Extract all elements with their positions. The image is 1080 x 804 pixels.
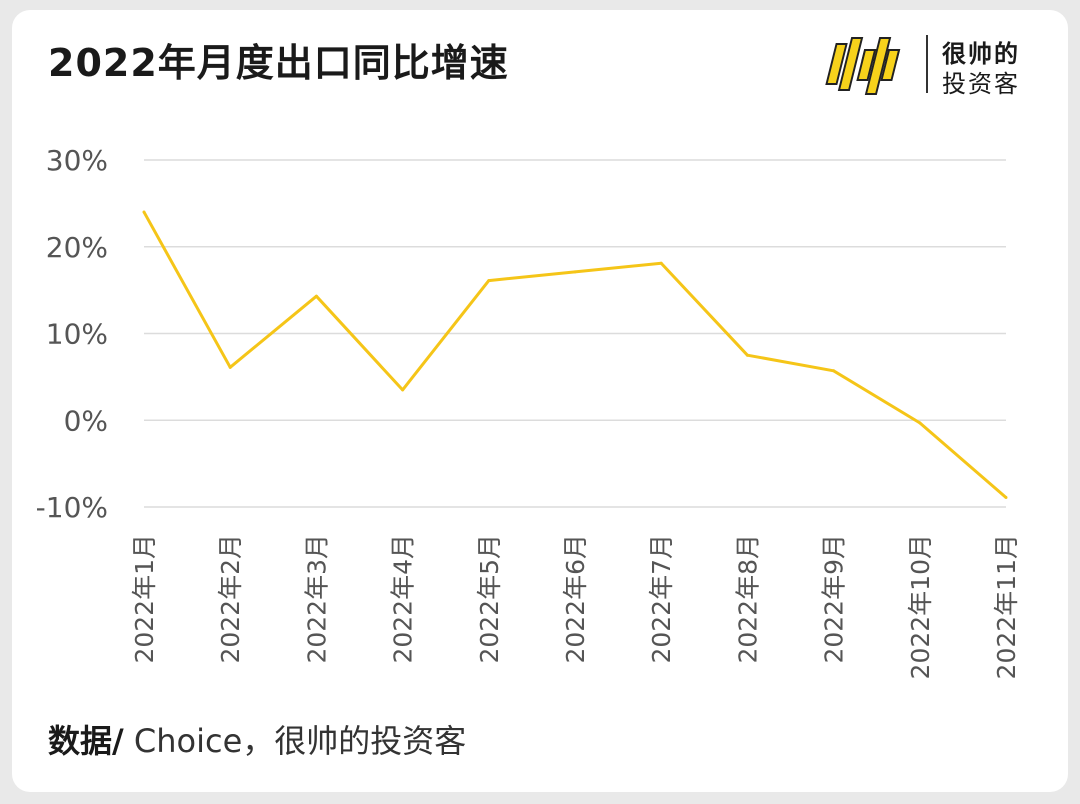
data-point	[918, 421, 922, 425]
source-text: Choice，很帅的投资客	[123, 722, 467, 760]
chart-title: 2022年月度出口同比增速	[48, 41, 509, 85]
x-tick-labels: 2022年1月 2022年2月 2022年3月 2022年4月 2022年5月 2022年…	[130, 534, 1021, 679]
y-tick-label: -10%	[36, 491, 108, 524]
series-line	[142, 211, 1007, 499]
x-tick-label: 2022年5月	[475, 534, 504, 664]
y-tick-label: 30%	[46, 144, 108, 177]
series-line-group	[142, 210, 1008, 499]
y-tick-label: 20%	[46, 231, 108, 264]
x-tick-label: 2022年10月	[906, 534, 935, 679]
x-tick-label: 2022年8月	[733, 534, 762, 664]
data-point	[142, 210, 146, 214]
data-point	[228, 365, 232, 369]
x-tick-label: 2022年9月	[820, 534, 849, 664]
x-tick-label: 2022年11月	[992, 534, 1021, 679]
x-tick-label: 2022年4月	[389, 534, 418, 664]
data-point	[745, 353, 749, 357]
source-label: 数据/	[48, 722, 124, 760]
logo-text-line1: 很帅的	[942, 40, 1020, 68]
data-point	[659, 261, 663, 265]
logo-text-line2: 投资客	[942, 70, 1020, 98]
data-point	[832, 369, 836, 373]
y-tick-label: 10%	[46, 318, 108, 351]
data-point	[401, 388, 405, 392]
source-note: 数据/ Choice，很帅的投资客	[48, 716, 466, 762]
data-point	[1004, 495, 1008, 499]
x-tick-label: 2022年7月	[647, 534, 676, 664]
brand-logo: 很帅的 投资客	[820, 30, 1050, 110]
y-tick-label: 0%	[64, 404, 108, 437]
x-tick-label: 2022年1月	[130, 534, 159, 664]
data-point	[573, 270, 577, 274]
gridlines	[144, 159, 1006, 508]
data-point	[487, 279, 491, 283]
chart-card: 2022年月度出口同比增速 很帅的 投资客 30% 20% 10% 0% -10% 20…	[12, 10, 1068, 792]
x-tick-label: 2022年3月	[302, 534, 331, 664]
shuai-logo-icon	[825, 37, 901, 95]
y-tick-labels: 30% 20% 10% 0% -10%	[36, 144, 108, 524]
x-tick-label: 2022年2月	[216, 534, 245, 664]
data-point	[314, 294, 318, 298]
line-chart: 30%20%10%0%-10% 2022年1月 2022年2月 2022年3月 202…	[36, 144, 1021, 679]
logo-divider	[926, 35, 928, 93]
x-tick-label: 2022年6月	[561, 534, 590, 664]
